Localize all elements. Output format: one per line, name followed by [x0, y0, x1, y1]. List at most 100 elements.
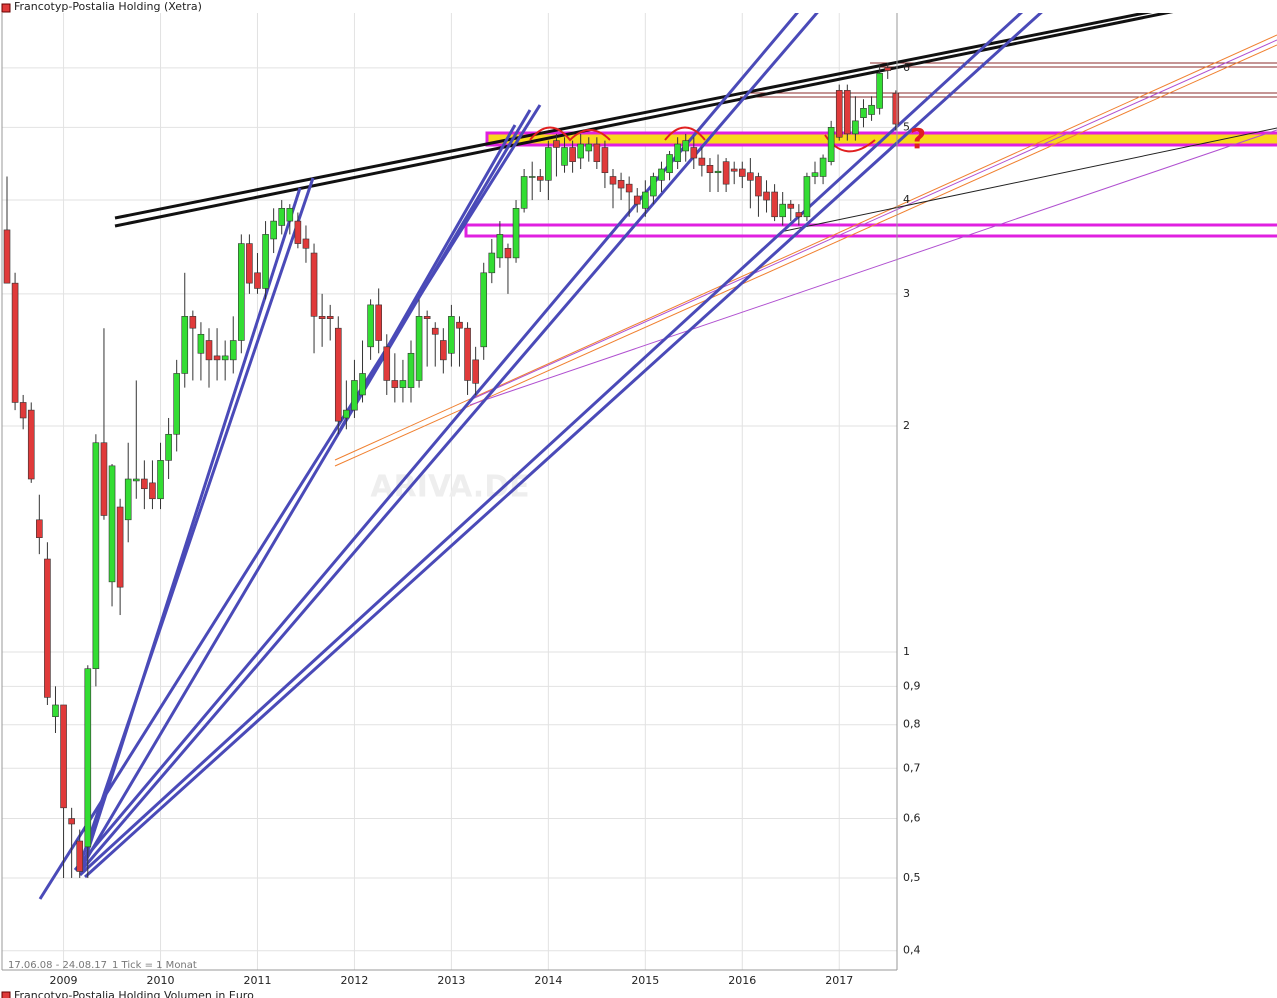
candle-body — [536, 176, 544, 181]
candle-body — [165, 433, 172, 461]
x-tick-label: 2015 — [631, 974, 659, 987]
candle-body — [60, 704, 67, 809]
candle-body — [76, 840, 84, 872]
candle-body — [561, 147, 568, 166]
candle-body — [318, 316, 326, 319]
y-tick-label: 0,9 — [903, 679, 921, 692]
trend-line — [779, 127, 1277, 233]
y-tick-label: 0,6 — [903, 812, 921, 825]
candle-body — [722, 161, 730, 185]
candle-body — [124, 478, 132, 521]
candle-body — [221, 355, 229, 361]
trend-line — [334, 34, 1277, 461]
candle-body — [569, 147, 576, 162]
candle-body — [545, 147, 552, 181]
candle-body — [666, 154, 673, 174]
trend-lines — [38, 13, 1043, 900]
candle-body — [141, 478, 148, 490]
candle-body — [391, 380, 399, 388]
candle-body — [383, 346, 391, 381]
y-tick-label: 5 — [903, 120, 910, 133]
candle-body — [92, 442, 100, 670]
y-tick-label: 0,5 — [903, 871, 921, 884]
volume-marker — [1, 991, 11, 998]
candle-body — [448, 316, 455, 354]
title-marker — [1, 3, 11, 13]
candle-body — [876, 73, 883, 109]
candle-body — [738, 168, 746, 177]
candle-body — [19, 402, 27, 419]
candle-body — [714, 170, 722, 174]
candle-body — [755, 176, 762, 197]
y-tick-label: 2 — [903, 419, 910, 432]
candle-body — [157, 460, 164, 500]
candle-body — [11, 282, 19, 403]
candle-body — [787, 203, 795, 209]
candle-body — [44, 558, 51, 698]
candle-body — [246, 243, 253, 284]
candle-body — [892, 92, 900, 125]
candle-body — [747, 172, 754, 181]
candle-body — [229, 340, 237, 361]
candle-body — [690, 147, 698, 159]
candle-body — [512, 208, 520, 259]
candle-body — [520, 176, 528, 209]
candle-body — [730, 168, 738, 172]
candle-body — [407, 352, 415, 388]
candle-body — [553, 140, 560, 148]
candle-body — [440, 340, 447, 361]
y-tick-label: 0,7 — [903, 761, 921, 774]
candle-body — [270, 220, 277, 240]
candle-body — [633, 195, 641, 205]
candle-body — [100, 442, 108, 516]
candle-body — [868, 104, 875, 115]
candle-body — [674, 143, 681, 162]
x-tick-label: 2009 — [50, 974, 78, 987]
candle-body — [189, 316, 197, 329]
candle-body — [213, 355, 221, 361]
candle-body — [262, 234, 269, 289]
candle-body — [504, 247, 512, 259]
candle-body — [375, 304, 382, 341]
candle-body — [334, 327, 342, 422]
candle-body — [326, 316, 334, 319]
x-tick-label: 2011 — [243, 974, 271, 987]
candle-body — [181, 316, 189, 374]
y-tick-label: 4 — [903, 193, 910, 206]
candle-body — [625, 183, 633, 193]
candle-body — [108, 465, 116, 583]
y-tick-label: 1 — [903, 645, 910, 658]
candle-body — [3, 229, 11, 284]
candle-body — [601, 147, 609, 174]
candle-body — [197, 333, 205, 354]
candle-body — [116, 506, 124, 588]
candle-body — [593, 143, 601, 162]
candle-body — [763, 191, 770, 201]
candle-body — [286, 208, 294, 222]
candle-body — [399, 380, 407, 388]
candle-body — [52, 704, 59, 717]
candle-body — [464, 327, 471, 381]
y-tick-label: 0,4 — [903, 944, 921, 957]
candle-body — [795, 212, 803, 218]
x-tick-label: 2012 — [340, 974, 368, 987]
x-tick-label: 2013 — [437, 974, 465, 987]
candle-body — [238, 243, 245, 341]
watermark: ARIVA.DE — [370, 470, 529, 505]
candle-body — [844, 90, 851, 135]
candle-body — [359, 373, 366, 396]
candle-body — [835, 90, 843, 138]
trend-line — [114, 13, 1153, 220]
candle-body — [609, 176, 617, 185]
candle-body — [294, 220, 302, 244]
x-tick-label: 2016 — [728, 974, 756, 987]
candle-body — [472, 359, 479, 384]
candle-body — [68, 818, 75, 825]
candle-body — [278, 208, 286, 226]
y-tick-label: 6 — [903, 61, 910, 74]
interval: 1 Tick = 1 Monat — [112, 960, 197, 971]
candle-body — [343, 409, 350, 419]
candle-body — [811, 172, 819, 177]
candle-body — [302, 238, 310, 249]
candle-body — [860, 108, 867, 118]
